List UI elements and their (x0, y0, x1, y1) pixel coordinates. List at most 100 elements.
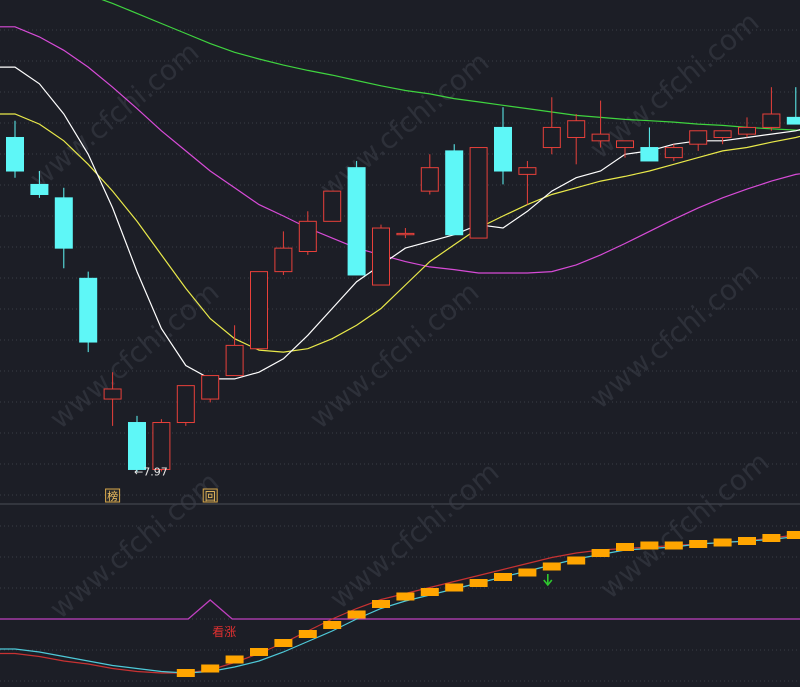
candle (226, 325, 243, 375)
watermark-text: www.cfchi.com (43, 465, 225, 625)
candle (714, 131, 731, 144)
indicator-bar (787, 531, 800, 539)
candle (275, 231, 292, 275)
indicator-bar (470, 579, 488, 587)
badge-marker: 回 (203, 489, 217, 503)
candle-body (739, 127, 756, 134)
indicator-bar (396, 593, 414, 601)
badge-label: 榜 (107, 489, 118, 503)
candle (568, 114, 585, 164)
indicator-bar (616, 543, 634, 551)
badge-marker: 榜 (106, 489, 120, 503)
candle (787, 87, 800, 124)
candle (543, 97, 560, 154)
candle (690, 131, 707, 151)
indicator-bar (372, 600, 390, 608)
candle-body (470, 148, 487, 239)
indicator-bar (250, 648, 268, 656)
candle-body (324, 191, 341, 221)
candle-body (80, 278, 97, 342)
indicator-bar (201, 665, 219, 673)
candle-body (397, 233, 414, 234)
indicator-bar (762, 534, 780, 542)
candle-body (153, 423, 170, 470)
candle (153, 419, 170, 471)
watermark-text: www.cfchi.com (313, 45, 495, 205)
candle (7, 121, 24, 178)
candle (324, 191, 341, 221)
candle (129, 416, 146, 472)
watermark-text: www.cfchi.com (23, 35, 205, 195)
indicator-bar (226, 656, 244, 664)
candle-body (421, 168, 438, 191)
candle-body (226, 345, 243, 375)
indicator-bar (274, 639, 292, 647)
candle-body (592, 134, 609, 141)
badge-label: 回 (205, 490, 216, 503)
indicator-bar (543, 563, 561, 571)
candle (55, 188, 72, 268)
candle (177, 386, 194, 426)
candle-body (55, 198, 72, 248)
candle-body (495, 127, 512, 171)
indicator-bar (518, 569, 536, 577)
candle-body (690, 131, 707, 144)
candle-body (7, 137, 24, 171)
candle (495, 107, 512, 184)
candle (470, 148, 487, 239)
indicator-bar (421, 588, 439, 596)
indicator-bar (665, 542, 683, 550)
candle-body (641, 148, 658, 161)
candle-body (202, 376, 219, 399)
watermark-text: www.cfchi.com (303, 275, 485, 435)
watermark-text: www.cfchi.com (593, 445, 775, 605)
candle-body (104, 389, 121, 399)
watermark-layer: www.cfchi.com www.cfchi.com www.cfchi.com w… (23, 5, 775, 625)
candle (299, 211, 316, 255)
indicator-bar (640, 542, 658, 550)
watermark-text: www.cfchi.com (583, 255, 765, 415)
indicator-bar (738, 537, 756, 545)
indicator-bar (445, 584, 463, 592)
candle-body (519, 168, 536, 175)
candle-body (275, 248, 292, 271)
candle-body (665, 148, 682, 158)
candle-body (568, 121, 585, 138)
candle (665, 144, 682, 161)
indicator-bar (177, 669, 195, 677)
candle (446, 144, 463, 235)
candle-body (543, 127, 560, 147)
candle-body (373, 228, 390, 285)
candle-body (617, 141, 634, 148)
candle-body (446, 151, 463, 235)
candle (348, 161, 365, 275)
candle (763, 87, 780, 131)
indicator-bar (567, 557, 585, 565)
candle-body (787, 117, 800, 124)
candle-body (31, 184, 48, 194)
indicator-bar (323, 621, 341, 629)
candle (421, 154, 438, 194)
bullish-label: 看涨 (212, 624, 236, 639)
low-price-label: ←7.97 (134, 465, 168, 478)
candle-body (348, 168, 365, 275)
candle (373, 225, 390, 285)
indicator-bar (714, 539, 732, 547)
candle-body (129, 423, 146, 470)
down-arrow-icon (544, 574, 552, 585)
candle-body (763, 114, 780, 127)
candle-body (251, 272, 268, 349)
candle (397, 228, 414, 238)
watermark-text: www.cfchi.com (43, 275, 225, 435)
indicator-bar (592, 549, 610, 557)
candle (519, 161, 536, 205)
candle-body (177, 386, 194, 423)
candle (80, 272, 97, 352)
candle-body (299, 221, 316, 251)
indicator-bar (494, 573, 512, 581)
indicator-bar (689, 540, 707, 548)
indicator-bar (299, 630, 317, 638)
indicator-bar (348, 611, 366, 619)
